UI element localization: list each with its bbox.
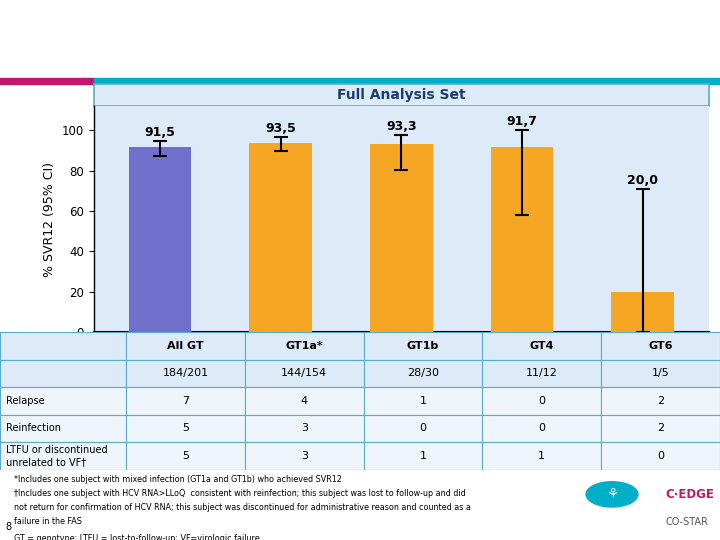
Bar xyxy=(491,147,554,332)
Bar xyxy=(126,442,245,470)
Text: 91,5: 91,5 xyxy=(145,126,176,139)
Bar xyxy=(482,360,601,387)
Bar xyxy=(364,360,482,387)
Bar xyxy=(482,387,601,415)
Text: 1/5: 1/5 xyxy=(652,368,670,379)
Bar xyxy=(245,415,364,442)
Text: GT = genotype; LTFU = lost-to-follow-up; VF=virologic failure: GT = genotype; LTFU = lost-to-follow-up;… xyxy=(14,535,260,540)
Text: Full Analysis Set: Full Analysis Set xyxy=(337,88,466,102)
Bar xyxy=(0,442,126,470)
Bar xyxy=(245,442,364,470)
Text: 1: 1 xyxy=(420,451,426,461)
Bar xyxy=(245,360,364,387)
Bar xyxy=(0,387,126,415)
Bar xyxy=(601,442,720,470)
Text: GT6: GT6 xyxy=(648,341,673,351)
Text: 5: 5 xyxy=(182,423,189,434)
Bar xyxy=(364,332,482,360)
Text: ⚘: ⚘ xyxy=(606,488,618,501)
Text: 11/12: 11/12 xyxy=(526,368,558,379)
Bar xyxy=(601,387,720,415)
Text: 3: 3 xyxy=(301,423,307,434)
Text: GT4: GT4 xyxy=(529,341,554,351)
Text: 144/154: 144/154 xyxy=(281,368,328,379)
Bar xyxy=(364,415,482,442)
Text: 8: 8 xyxy=(6,522,12,532)
Text: CO-STAR: CO-STAR xyxy=(665,517,708,528)
Text: failure in the FAS: failure in the FAS xyxy=(14,517,82,526)
Bar xyxy=(0,78,94,84)
Text: 1: 1 xyxy=(420,396,426,406)
Bar xyxy=(601,360,720,387)
Bar xyxy=(126,332,245,360)
Text: 184/201: 184/201 xyxy=(162,368,209,379)
Text: 93,5: 93,5 xyxy=(265,123,296,136)
Bar xyxy=(364,442,482,470)
Text: not return for confirmation of HCV RNA; this subject was discontinued for admini: not return for confirmation of HCV RNA; … xyxy=(14,503,472,512)
Text: Relapse: Relapse xyxy=(6,396,45,406)
Text: 0: 0 xyxy=(539,396,545,406)
Bar xyxy=(0,360,126,387)
Text: AASLD 2015: AASLD 2015 xyxy=(631,22,704,35)
Bar xyxy=(611,292,674,332)
Bar xyxy=(129,147,192,332)
Bar xyxy=(370,144,433,332)
Bar xyxy=(482,332,601,360)
Text: 0: 0 xyxy=(657,451,664,461)
Text: 5: 5 xyxy=(182,451,189,461)
Text: FULL ANALYSIS SET (FAS): FULL ANALYSIS SET (FAS) xyxy=(16,56,245,71)
Text: 91,7: 91,7 xyxy=(507,115,538,128)
Bar xyxy=(601,332,720,360)
Bar xyxy=(94,78,720,84)
Text: 1: 1 xyxy=(539,451,545,461)
Bar xyxy=(245,387,364,415)
Text: 93,3: 93,3 xyxy=(386,120,417,133)
Text: 20,0: 20,0 xyxy=(627,174,658,187)
Text: †Includes one subject with HCV RNA>LLoQ  consistent with reinfection; this subje: †Includes one subject with HCV RNA>LLoQ … xyxy=(14,489,466,498)
Text: SVR12 IN THE IMMEDIATE TREATMENT GROUP:: SVR12 IN THE IMMEDIATE TREATMENT GROUP: xyxy=(16,19,437,35)
Text: 3: 3 xyxy=(301,451,307,461)
Bar xyxy=(126,360,245,387)
Text: San Francisco: San Francisco xyxy=(624,49,704,62)
Text: 0: 0 xyxy=(420,423,426,434)
Text: All GT: All GT xyxy=(167,341,204,351)
Bar xyxy=(482,415,601,442)
Bar xyxy=(0,415,126,442)
Bar xyxy=(364,387,482,415)
Text: 7: 7 xyxy=(182,396,189,406)
Text: GT1a*: GT1a* xyxy=(285,341,323,351)
Bar xyxy=(245,332,364,360)
Text: 2: 2 xyxy=(657,423,664,434)
Text: C·EDGE: C·EDGE xyxy=(665,488,714,501)
Bar xyxy=(249,144,312,332)
Bar xyxy=(126,415,245,442)
Bar xyxy=(126,387,245,415)
Bar xyxy=(0,332,126,360)
Bar xyxy=(482,442,601,470)
Text: 4: 4 xyxy=(301,396,307,406)
Text: *Includes one subject with mixed infection (GT1a and GT1b) who achieved SVR12: *Includes one subject with mixed infecti… xyxy=(14,475,342,484)
Y-axis label: % SVR12 (95% CI): % SVR12 (95% CI) xyxy=(43,161,56,276)
Text: GT1b: GT1b xyxy=(407,341,439,351)
Text: Reinfection: Reinfection xyxy=(6,423,60,434)
Text: 28/30: 28/30 xyxy=(407,368,439,379)
Text: 0: 0 xyxy=(539,423,545,434)
Circle shape xyxy=(586,482,638,507)
Bar xyxy=(601,415,720,442)
Text: LTFU or discontinued
unrelated to VF†: LTFU or discontinued unrelated to VF† xyxy=(6,445,107,467)
Text: 2: 2 xyxy=(657,396,664,406)
